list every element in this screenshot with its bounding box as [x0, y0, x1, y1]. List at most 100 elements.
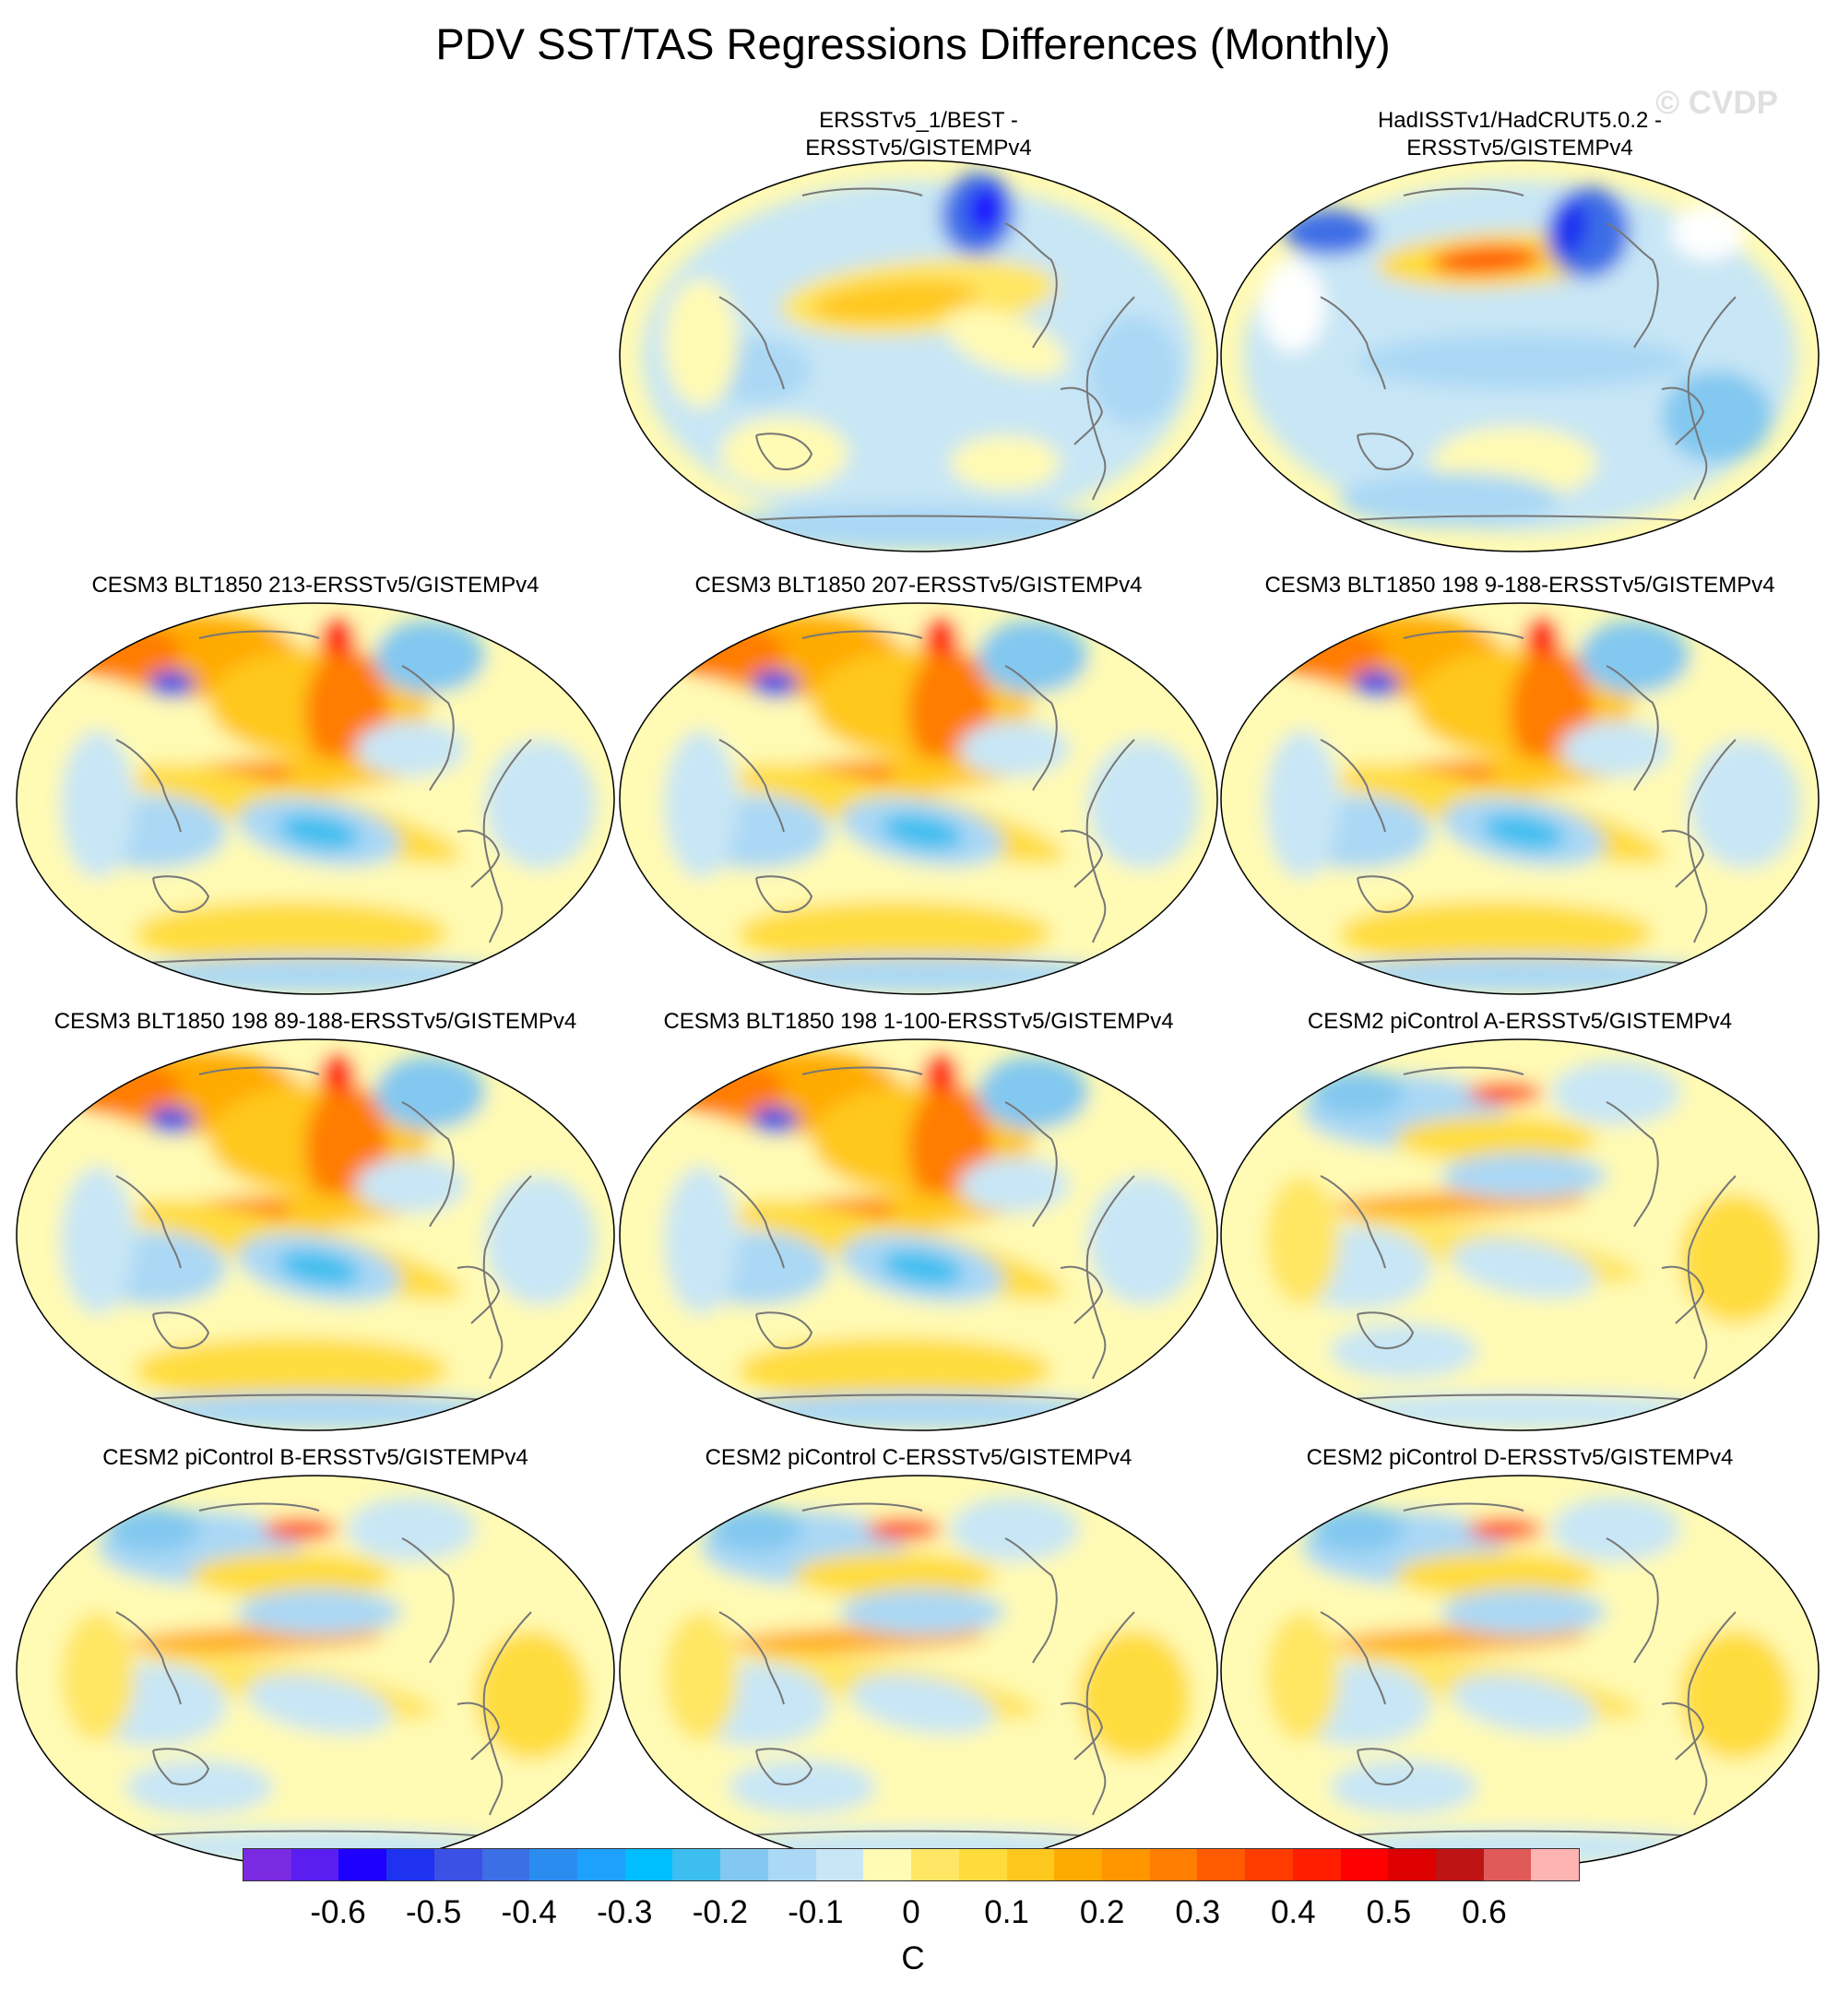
anomaly-field: [1579, 620, 1690, 694]
anomaly-field: [1551, 1061, 1680, 1125]
map-panel: [619, 1475, 1218, 1868]
anomaly-field: [190, 1552, 393, 1598]
anomaly-field: [752, 1107, 798, 1134]
coastline: [1320, 1830, 1718, 1839]
coastline: [1060, 1702, 1104, 1761]
colorbar-tick-label: 0.3: [1175, 1894, 1221, 1930]
coastline: [115, 1175, 182, 1269]
panel-title: CESM2 piControl B-ERSSTv5/GISTEMPv4: [102, 1445, 528, 1470]
colorbar-tick-label: 0.1: [984, 1894, 1029, 1930]
colorbar-tick-label: 0.2: [1079, 1894, 1125, 1930]
coastline: [1661, 829, 1705, 888]
map-border: [619, 160, 1218, 552]
coastline: [1687, 1611, 1737, 1816]
anomaly-field: [1284, 209, 1376, 255]
anomaly-field: [959, 721, 1070, 777]
map-border: [16, 602, 615, 995]
anomaly-field: [881, 813, 964, 850]
colorbar-box: [386, 1849, 434, 1880]
coastline: [1357, 1748, 1415, 1785]
coastline: [115, 1830, 514, 1839]
colorbar-box: [1483, 1849, 1532, 1880]
anomaly-field: [374, 1056, 485, 1130]
map-panel: [619, 1038, 1218, 1431]
anomaly-field: [1265, 1176, 1339, 1305]
coastline: [1687, 1175, 1737, 1380]
coastline: [801, 630, 923, 639]
anomaly-field: [1265, 1612, 1339, 1741]
colorbar-box: [290, 1849, 339, 1880]
panel-title: CESM2 piControl D-ERSSTv5/GISTEMPv4: [1306, 1445, 1734, 1470]
colorbar-box: [1292, 1849, 1341, 1880]
anomaly-field: [125, 1760, 273, 1815]
anomaly-field: [1261, 260, 1325, 352]
colorbar-box: [815, 1849, 864, 1880]
map-border: [1220, 602, 1820, 995]
anomaly-field: [881, 1250, 964, 1287]
anomaly-field: [1451, 1674, 1596, 1735]
anomaly-field: [135, 1337, 448, 1402]
coastline: [718, 1611, 785, 1705]
anomaly-field: [664, 279, 738, 408]
map-border: [1220, 1038, 1820, 1431]
coastline: [718, 1175, 785, 1269]
anomaly-field: [950, 1497, 1079, 1561]
anomaly-field: [1088, 315, 1180, 426]
coastline: [1320, 1393, 1718, 1403]
map-border: [619, 1038, 1218, 1431]
anomaly-field: [967, 186, 1002, 232]
anomaly-field: [61, 1167, 135, 1314]
coastline: [1661, 1265, 1705, 1324]
colorbar-box: [1149, 1849, 1198, 1880]
anomaly-field: [738, 1337, 1051, 1402]
anomaly-field: [716, 504, 1121, 551]
anomaly-field: [278, 813, 361, 850]
anomaly-field: [752, 670, 798, 698]
map-panel: [1220, 1038, 1820, 1431]
coastline: [456, 1265, 501, 1324]
anomaly-field: [246, 1674, 392, 1735]
anomaly-field: [664, 1612, 738, 1741]
anomaly-field: [922, 1056, 959, 1093]
map-panel: [16, 1475, 615, 1868]
coastline: [801, 1502, 923, 1512]
coastline: [755, 433, 813, 470]
anomaly-field: [264, 1518, 338, 1540]
coastline: [755, 1311, 813, 1349]
coastline: [1357, 433, 1415, 470]
anomaly-field: [374, 620, 485, 694]
coastline: [1320, 739, 1386, 833]
anomaly-field: [1265, 730, 1339, 878]
colorbar-tick-label: 0.4: [1270, 1894, 1316, 1930]
anomaly-field: [1680, 1194, 1791, 1323]
anomaly-field: [1662, 371, 1773, 463]
anomaly-field: [1079, 1631, 1190, 1760]
colorbar-box: [624, 1849, 673, 1880]
anomaly-field: [148, 670, 195, 698]
anomaly-field: [278, 1250, 361, 1287]
anomaly-field: [1468, 1082, 1542, 1104]
anomaly-field: [738, 901, 1051, 966]
figure-title: PDV SST/TAS Regressions Differences (Mon…: [435, 19, 1391, 68]
map-panel: [1220, 1475, 1820, 1868]
colorbar-box: [958, 1849, 1007, 1880]
colorbar-box: [1340, 1849, 1389, 1880]
coastline: [401, 1101, 455, 1227]
colorbar-box: [243, 1849, 291, 1880]
coastline: [1687, 739, 1737, 943]
anomaly-field: [1394, 1552, 1597, 1598]
anomaly-field: [1680, 1631, 1791, 1760]
anomaly-field: [849, 1674, 995, 1735]
colorbar-box: [1531, 1849, 1580, 1880]
colorbar: [243, 1848, 1580, 1881]
anomaly-field: [1482, 813, 1565, 850]
anomaly-field: [1330, 1323, 1477, 1379]
anomaly-field: [1353, 670, 1399, 698]
colorbar-tick-label: -0.5: [405, 1894, 462, 1930]
anomaly-field: [1690, 740, 1800, 869]
coastline: [1320, 296, 1386, 390]
anomaly-field: [978, 620, 1088, 694]
anomaly-field: [135, 901, 448, 966]
colorbar-box: [1197, 1849, 1246, 1880]
anomaly-field: [347, 1497, 476, 1561]
